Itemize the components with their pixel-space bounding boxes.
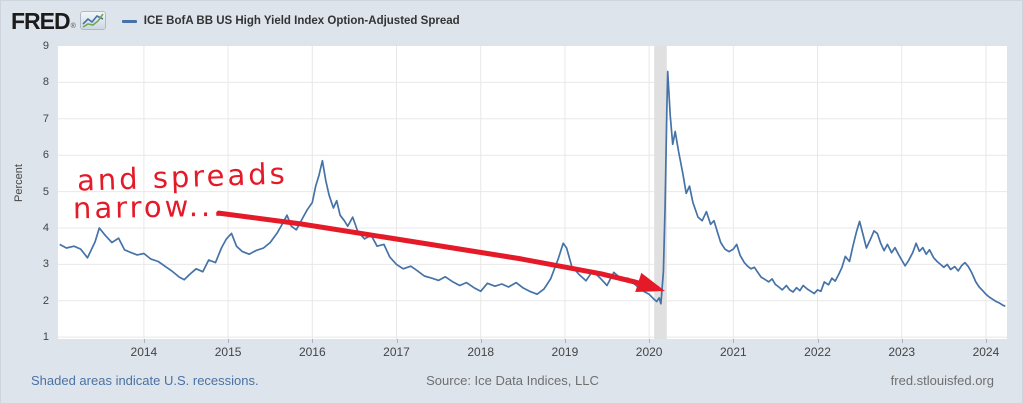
x-tick-mark [564, 339, 566, 343]
x-tick-label: 2022 [804, 345, 831, 359]
spread-line-chart [58, 46, 1007, 339]
annotation-arrowhead [635, 272, 665, 292]
x-tick-label: 2019 [551, 345, 579, 359]
x-tick-label: 2015 [214, 345, 242, 359]
y-tick-label: 9 [42, 40, 49, 52]
x-tick-label: 2017 [383, 345, 410, 359]
x-tick-label: 2021 [719, 345, 747, 359]
registered-trademark-symbol: ® [70, 23, 76, 30]
series-legend-label: ICE BofA BB US High Yield Index Option-A… [143, 15, 460, 27]
x-tick-label: 2016 [298, 345, 326, 359]
x-tick-mark [396, 339, 398, 343]
x-tick-mark [649, 339, 651, 343]
y-tick-label: 5 [42, 185, 49, 198]
x-tick-mark [312, 339, 314, 343]
plot-area[interactable] [58, 46, 1007, 339]
x-tick-mark [228, 339, 230, 343]
y-tick-label: 4 [42, 221, 49, 234]
x-tick-label: 2024 [972, 345, 1000, 359]
source-text: Source: Ice Data Indices, LLC [426, 373, 599, 388]
sparkline-chart-icon [79, 11, 106, 30]
handwritten-annotation-line2: narrow... [72, 188, 226, 226]
x-tick-mark [985, 339, 987, 343]
chart-footer: Shaded areas indicate U.S. recessions. S… [1, 373, 1022, 395]
x-tick-mark [733, 339, 735, 343]
y-tick-label: 7 [42, 112, 49, 125]
y-tick-label: 3 [42, 258, 49, 271]
spread-series-line [59, 70, 1006, 307]
x-tick-label: 2023 [888, 345, 916, 359]
annotation-arrow-shaft [216, 210, 660, 291]
fred-logo[interactable]: FRED ® [11, 9, 106, 33]
recession-note-link[interactable]: Shaded areas indicate U.S. recessions. [31, 373, 259, 388]
y-tick-label: 8 [42, 76, 49, 89]
x-tick-label: 2014 [130, 345, 158, 359]
y-tick-label: 2 [42, 294, 49, 307]
y-axis-title: Percent [13, 164, 25, 202]
y-tick-label: 6 [42, 149, 49, 162]
x-tick-mark [817, 339, 819, 343]
x-tick-mark [901, 339, 903, 343]
x-tick-label: 2018 [467, 345, 495, 359]
chart-header: FRED ® ICE BofA BB US High Yield Index O… [11, 7, 460, 35]
fred-url-link[interactable]: fred.stlouisfed.org [890, 373, 994, 388]
series-line-dash-icon [121, 19, 137, 23]
y-tick-label: 1 [42, 331, 49, 344]
x-tick-mark [143, 339, 145, 343]
fred-wordmark: FRED [11, 8, 71, 34]
x-tick-mark [480, 339, 482, 343]
x-tick-label: 2020 [635, 345, 663, 359]
chart-legend: ICE BofA BB US High Yield Index Option-A… [121, 15, 460, 27]
